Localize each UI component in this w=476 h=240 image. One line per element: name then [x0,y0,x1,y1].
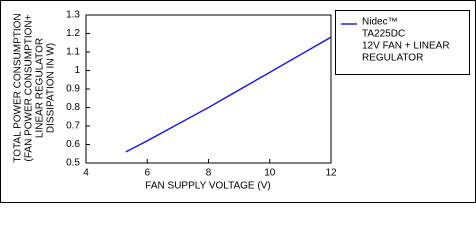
y-tick-label: 1.1 [66,47,80,58]
chart: FAN SUPPLY VOLTAGE (V) 0.5 0.6 0.7 0.8 0.9 1 1… [0,0,476,203]
x-tick-label: 6 [144,168,150,179]
y-axis-label: (FAN POWER CONSUMPTION+ [24,14,35,161]
y-tick-label: 0.7 [66,121,80,132]
x-tick-label: 4 [83,168,89,179]
y-tick-label: 0.9 [66,84,80,95]
line [125,36,332,153]
y-tick-label: 0.8 [66,102,80,113]
y-axis-label: LINEAR REGULATOR [35,38,46,138]
y-tick-label: 1.2 [66,28,80,39]
y-tick-label: 1 [74,65,80,76]
x-tick-label: 12 [325,168,337,179]
legend-label: Nidec™ [362,17,398,28]
legend-box [335,10,470,75]
x-tick-label: 8 [206,168,212,179]
x-tick-label: 10 [264,168,276,179]
legend-label: TA225DC [362,29,405,40]
y-tick-label: 1.3 [66,10,80,21]
y-axis-label: DISSIPATION IN W) [46,43,57,133]
y-tick-label: 0.6 [66,139,80,150]
legend-label: REGULATOR [362,53,423,64]
x-axis-label: FAN SUPPLY VOLTAGE (V) [145,181,270,192]
legend-label: 12V FAN + LINEAR [362,41,450,52]
y-axis-label: TOTAL POWER CONSUMPTION [13,13,24,162]
y-tick-label: 0.5 [66,158,80,169]
